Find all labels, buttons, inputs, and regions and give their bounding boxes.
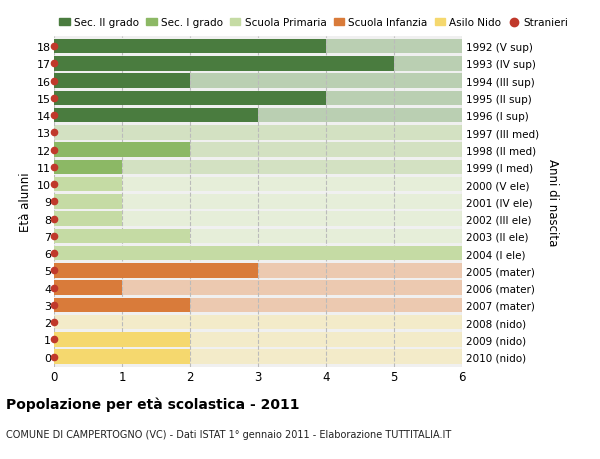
Bar (54, 332, 190, 347)
Bar (54, 212, 462, 226)
Bar (54, 109, 258, 123)
Bar (54, 298, 462, 313)
Bar (54, 229, 462, 244)
Bar (54, 246, 462, 261)
Bar (54, 160, 462, 175)
Y-axis label: Età alunni: Età alunni (19, 172, 32, 232)
Bar (54, 74, 190, 89)
Bar (54, 315, 462, 330)
Bar (54, 195, 122, 209)
Bar (54, 178, 462, 192)
Y-axis label: Anni di nascita: Anni di nascita (546, 158, 559, 246)
Bar (54, 263, 462, 278)
Bar (54, 91, 326, 106)
Text: Popolazione per età scolastica - 2011: Popolazione per età scolastica - 2011 (6, 397, 299, 412)
Bar (54, 281, 122, 295)
Bar (54, 212, 122, 226)
Bar (54, 109, 462, 123)
Bar (54, 332, 462, 347)
Bar (54, 40, 326, 54)
Bar (54, 195, 462, 209)
Bar (54, 246, 462, 261)
Bar (54, 350, 190, 364)
Bar (54, 57, 462, 72)
Bar (54, 143, 462, 157)
Bar (54, 281, 462, 295)
Bar (54, 350, 462, 364)
Bar (54, 229, 190, 244)
Bar (54, 160, 122, 175)
Bar (54, 298, 190, 313)
Legend: Sec. II grado, Sec. I grado, Scuola Primaria, Scuola Infanzia, Asilo Nido, Stran: Sec. II grado, Sec. I grado, Scuola Prim… (59, 18, 568, 28)
Bar (54, 178, 122, 192)
Bar (54, 40, 462, 54)
Bar (54, 126, 462, 140)
Bar (54, 143, 190, 157)
Bar (54, 57, 394, 72)
Bar (54, 263, 258, 278)
Text: COMUNE DI CAMPERTOGNO (VC) - Dati ISTAT 1° gennaio 2011 - Elaborazione TUTTITALI: COMUNE DI CAMPERTOGNO (VC) - Dati ISTAT … (6, 429, 451, 439)
Bar (54, 91, 462, 106)
Bar (54, 74, 462, 89)
